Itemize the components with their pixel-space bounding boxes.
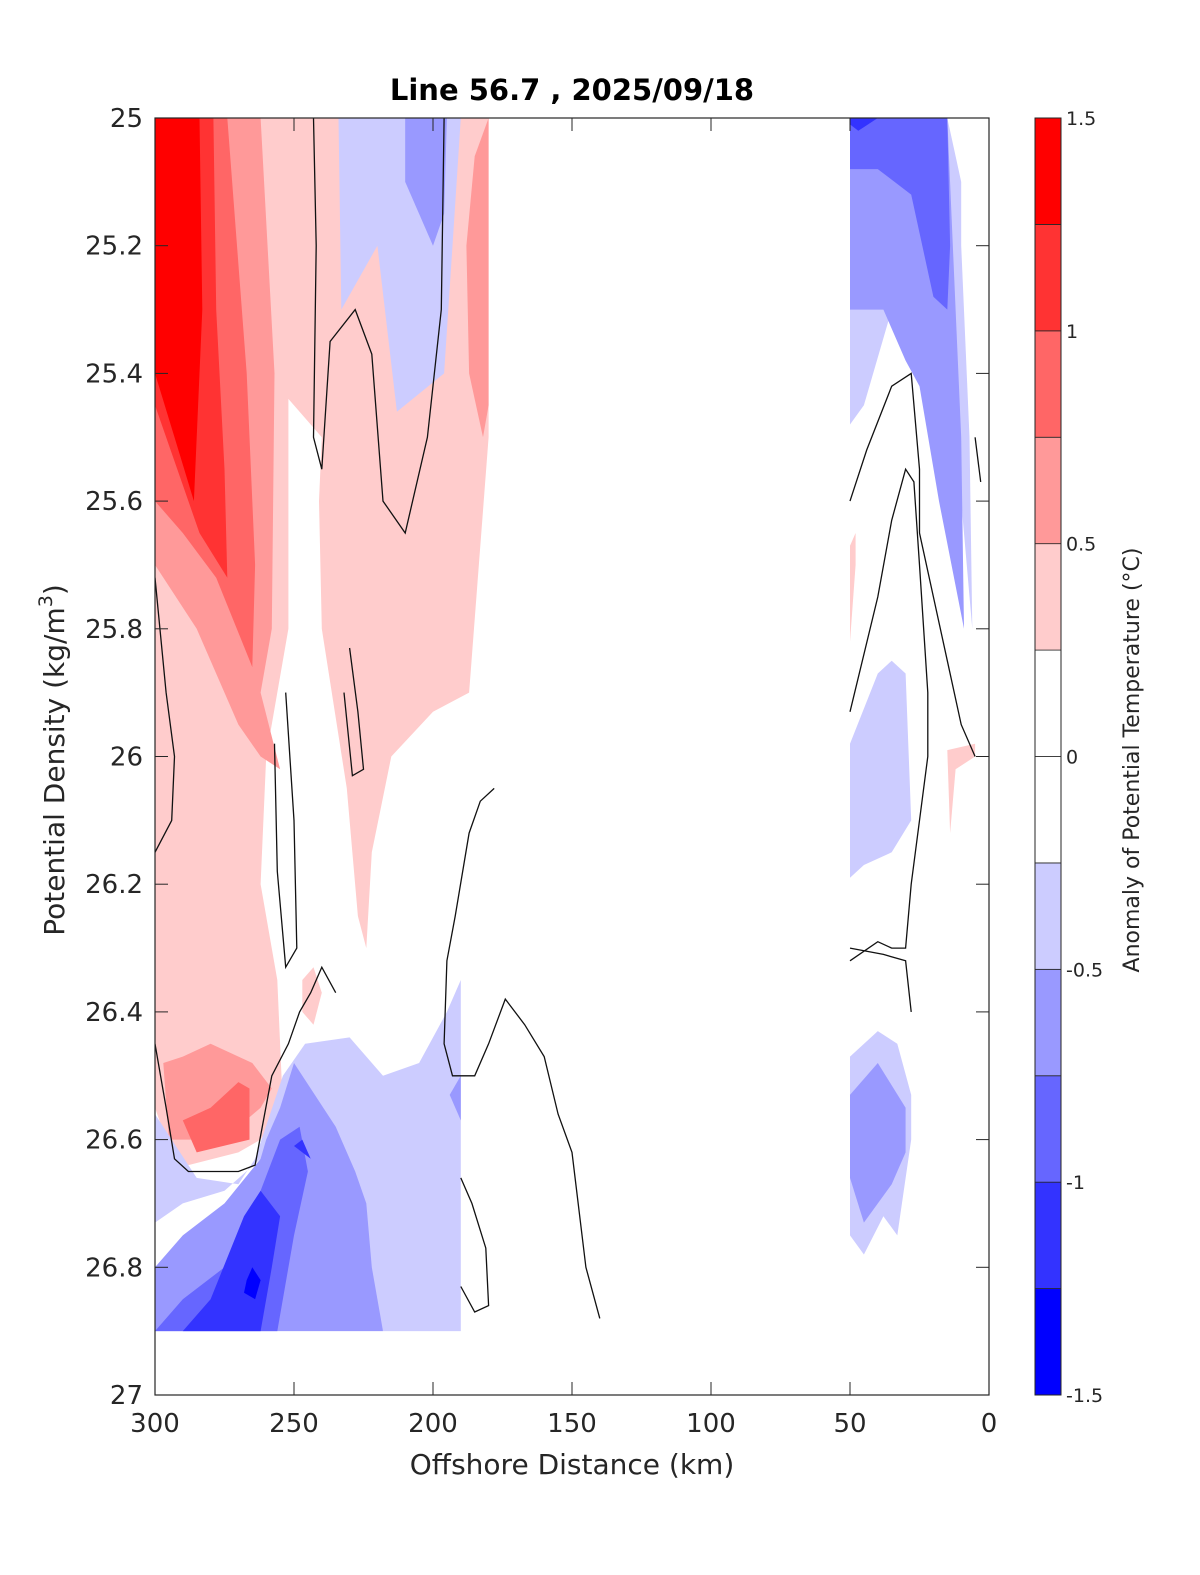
colorbar-band bbox=[1034, 1181, 1062, 1289]
y-tick-label: 26.4 bbox=[85, 998, 143, 1028]
zero-contour-line bbox=[849, 467, 929, 962]
y-axis: 25 25.2 25.4 25.6 25.8 26 26.2 26.4 26.6 26.8 27 bbox=[85, 104, 989, 1411]
y-tick-label: 27 bbox=[110, 1381, 143, 1411]
colorbar-title: Anomaly of Potential Temperature (°C) bbox=[1120, 548, 1145, 973]
colorbar-tick-label: -0.5 bbox=[1066, 959, 1103, 981]
y-tick-label: 25.2 bbox=[85, 232, 143, 262]
zero-contour-line bbox=[312, 118, 445, 535]
colorbar-band bbox=[1034, 224, 1062, 332]
y-tick-label: 25 bbox=[110, 104, 143, 134]
colorbar: 1.5 1 0.5 0 -0.5 -1 -1.5 bbox=[1034, 108, 1103, 1407]
x-tick-label: 250 bbox=[269, 1409, 319, 1439]
colorbar-band bbox=[1034, 1288, 1062, 1396]
colorbar-band bbox=[1034, 862, 1062, 970]
contour-fill-region bbox=[850, 118, 951, 310]
zero-contour-line bbox=[974, 437, 982, 482]
colorbar-band bbox=[1034, 117, 1062, 225]
colorbar-tick-label: 0.5 bbox=[1066, 534, 1096, 556]
zero-contour-line bbox=[849, 947, 912, 1012]
contour-fill-region bbox=[947, 743, 976, 834]
x-tick-label: 300 bbox=[130, 1409, 180, 1439]
x-tick-label: 100 bbox=[686, 1409, 736, 1439]
colorbar-band bbox=[1034, 543, 1062, 651]
contour-fill-region bbox=[155, 980, 461, 1332]
y-tick-label: 25.6 bbox=[85, 487, 143, 517]
y-tick-label: 25.8 bbox=[85, 615, 143, 645]
colorbar-band bbox=[1034, 330, 1062, 438]
contour-fill-region bbox=[850, 1063, 906, 1223]
contour-fill-region bbox=[294, 1139, 311, 1159]
colorbar-band bbox=[1034, 756, 1062, 864]
colorbar-band bbox=[1034, 436, 1062, 545]
zero-contour-line bbox=[155, 965, 337, 1173]
zero-contour-line bbox=[849, 372, 976, 757]
zero-contour-line bbox=[343, 647, 365, 777]
contour-fill-region bbox=[466, 118, 489, 438]
colorbar-band bbox=[1034, 968, 1062, 1077]
y-tick-label: 26 bbox=[110, 743, 143, 773]
x-axis-title: Offshore Distance (km) bbox=[410, 1448, 735, 1481]
y-axis-title: Potential Density (kg/m3) bbox=[35, 584, 71, 936]
zero-contour-lines bbox=[155, 118, 982, 1319]
chart-title: Line 56.7 , 2025/09/18 bbox=[390, 73, 754, 107]
contour-fill-region bbox=[155, 118, 203, 502]
y-axis-title-superscript: 3 bbox=[35, 595, 57, 607]
colorbar-tick-label: 1 bbox=[1066, 321, 1078, 343]
y-axis-title-close: ) bbox=[38, 584, 71, 595]
contour-fill-region bbox=[405, 118, 447, 246]
contour-fill-region bbox=[449, 1075, 461, 1121]
y-tick-label: 26.6 bbox=[85, 1126, 143, 1156]
contour-fill-region bbox=[155, 1126, 308, 1332]
y-tick-label: 26.8 bbox=[85, 1253, 143, 1283]
x-tick-label: 0 bbox=[981, 1409, 998, 1439]
colorbar-tick-label: 1.5 bbox=[1066, 108, 1096, 130]
y-tick-label: 25.4 bbox=[85, 359, 143, 389]
zero-contour-line bbox=[155, 577, 176, 853]
zero-contour-line bbox=[273, 692, 298, 970]
contour-fills bbox=[155, 118, 976, 1332]
x-tick-label: 150 bbox=[547, 1409, 597, 1439]
colorbar-band bbox=[1034, 649, 1062, 757]
y-axis-title-main: Potential Density (kg/m bbox=[38, 607, 71, 936]
contour-fill-region bbox=[302, 967, 322, 1025]
contour-fill-region bbox=[244, 1267, 261, 1300]
x-axis: 300 250 200 150 100 50 0 bbox=[130, 118, 997, 1439]
colorbar-tick-label: 0 bbox=[1066, 747, 1078, 769]
zero-contour-line bbox=[443, 787, 601, 1319]
contour-fill-region bbox=[850, 118, 878, 131]
colorbar-tick-label: -1.5 bbox=[1066, 1385, 1103, 1407]
zero-contour-line bbox=[460, 1177, 490, 1313]
x-tick-label: 50 bbox=[833, 1409, 866, 1439]
contour-fill-region bbox=[850, 660, 912, 878]
colorbar-frame bbox=[1034, 117, 1062, 1396]
y-tick-label: 26.2 bbox=[85, 870, 143, 900]
colorbar-band bbox=[1034, 1075, 1062, 1183]
colorbar-tick-label: -1 bbox=[1066, 1172, 1085, 1194]
contour-fill-region bbox=[850, 533, 856, 642]
x-tick-label: 200 bbox=[408, 1409, 458, 1439]
contour-fill-region bbox=[182, 1082, 250, 1153]
